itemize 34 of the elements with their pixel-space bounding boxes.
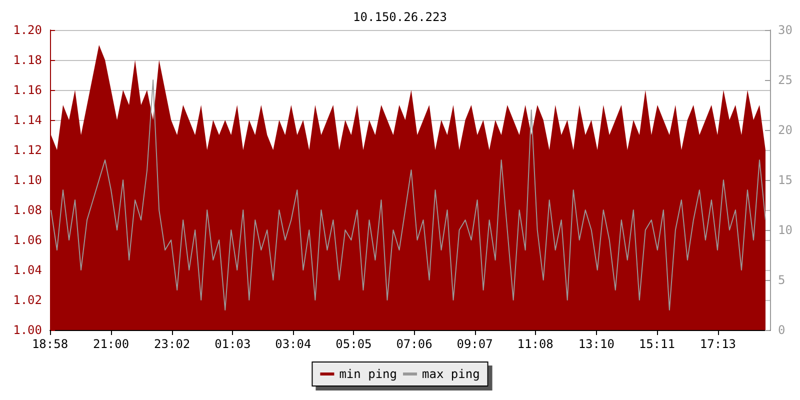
y-tick-label: 1.12: [13, 143, 42, 157]
y2-tick-label: 30: [778, 23, 792, 37]
y2-tick-label: 0: [778, 323, 786, 337]
y2-tick-label: 25: [778, 73, 792, 87]
y2-tick-label: 5: [778, 273, 786, 287]
y-tick-label: 1.20: [13, 23, 42, 37]
x-tick-label: 21:00: [92, 337, 130, 351]
x-tick-label: 09:07: [456, 337, 493, 351]
x-tick-label: 15:11: [638, 337, 675, 351]
y-tick-label: 1.18: [13, 53, 42, 67]
y-tick-label: 1.00: [13, 323, 42, 337]
chart-title: 10.150.26.223: [353, 10, 447, 24]
x-tick-label: 23:02: [154, 337, 190, 351]
y2-tick-label: 15: [778, 173, 792, 187]
x-tick-label: 17:13: [700, 337, 736, 351]
y-tick-label: 1.08: [13, 203, 42, 217]
x-tick-label: 11:08: [517, 337, 554, 351]
y2-tick-label: 10: [778, 223, 792, 237]
legend-label: min ping: [339, 367, 397, 381]
y-tick-label: 1.10: [13, 173, 42, 187]
x-tick-label: 03:04: [275, 337, 312, 351]
line-series: [50, 80, 766, 310]
y-tick-label: 1.06: [13, 233, 42, 247]
y-tick-label: 1.02: [13, 293, 42, 307]
x-tick-label: 18:58: [32, 337, 68, 351]
x-tick-label: 07:06: [396, 337, 432, 351]
x-tick-label: 05:05: [336, 337, 372, 351]
legend-label: max ping: [422, 367, 480, 381]
y-tick-label: 1.16: [13, 83, 42, 97]
y-tick-label: 1.04: [13, 263, 42, 277]
x-tick-label: 01:03: [214, 337, 251, 351]
y-tick-label: 1.14: [13, 113, 42, 127]
y2-tick-label: 20: [778, 123, 792, 137]
x-tick-label: 13:10: [578, 337, 614, 351]
